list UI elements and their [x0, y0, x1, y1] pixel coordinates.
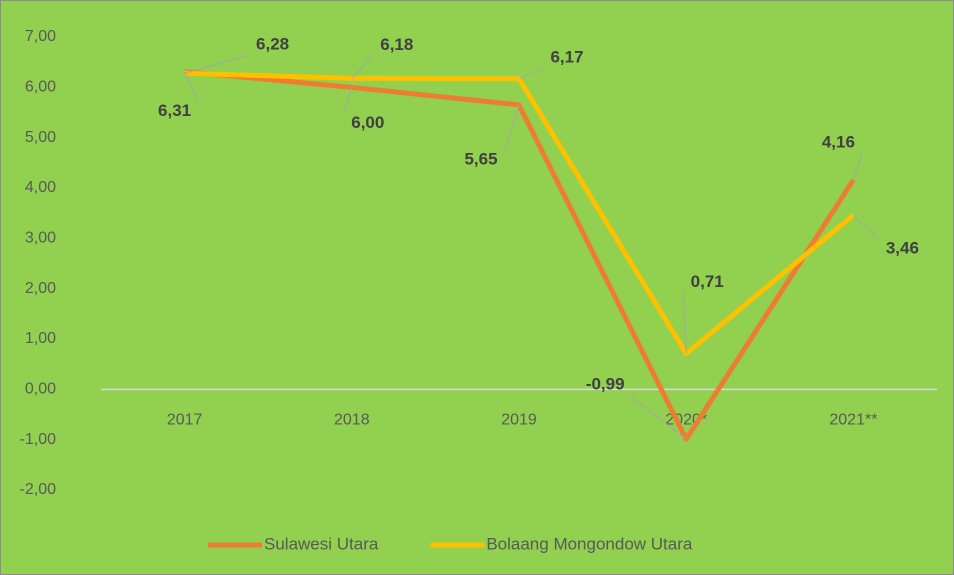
data-label: 5,65	[464, 149, 497, 168]
legend-label: Sulawesi Utara	[264, 534, 379, 553]
y-tick-label: 3,00	[25, 230, 56, 247]
leader-line	[518, 67, 544, 80]
y-tick-label: 7,00	[25, 28, 56, 45]
legend-label: Bolaang Mongondow Utara	[486, 534, 693, 553]
x-tick-label: 2017	[167, 412, 203, 429]
data-label: 6,28	[256, 35, 289, 54]
y-tick-label: -1,00	[20, 431, 57, 448]
series-line	[184, 70, 855, 357]
data-label: 6,17	[550, 47, 583, 66]
y-tick-label: 5,00	[25, 129, 56, 146]
y-tick-label: 4,00	[25, 179, 56, 196]
leader-line	[853, 214, 879, 240]
data-label: -0,99	[586, 375, 625, 394]
leader-line	[852, 152, 863, 181]
y-tick-label: 6,00	[25, 79, 56, 96]
data-label: 3,46	[886, 239, 919, 258]
leader-line	[184, 71, 200, 102]
x-tick-label: 2018	[334, 412, 370, 429]
leader-line	[628, 394, 687, 440]
data-label: 6,00	[351, 113, 384, 132]
y-tick-label: 1,00	[25, 330, 56, 347]
leader-line	[184, 54, 249, 74]
leader-line	[504, 104, 520, 151]
data-label: 6,31	[158, 101, 191, 120]
leader-line	[682, 292, 687, 354]
y-tick-label: 0,00	[25, 381, 56, 398]
data-label: 4,16	[822, 132, 855, 151]
x-tick-label: 2021**	[829, 412, 877, 429]
y-tick-label: 2,00	[25, 280, 56, 297]
leader-line	[343, 87, 353, 114]
data-label: 0,71	[691, 272, 724, 291]
y-tick-label: -2,00	[20, 481, 57, 498]
x-tick-label: 2019	[501, 412, 537, 429]
data-label: 6,18	[380, 35, 413, 54]
leader-line	[351, 54, 374, 79]
